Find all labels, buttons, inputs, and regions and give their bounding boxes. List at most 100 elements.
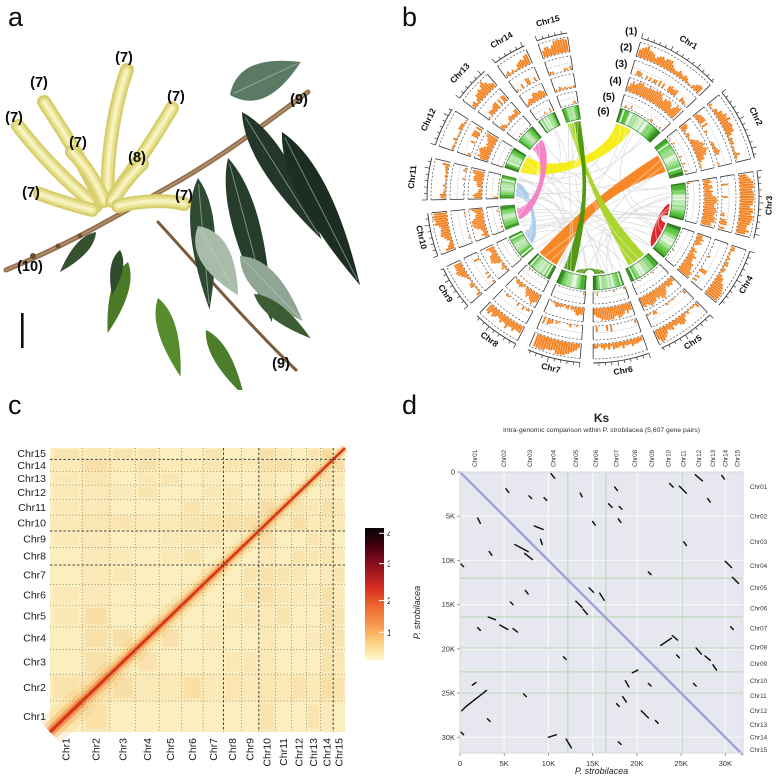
heat-ring-slice <box>546 265 555 279</box>
histogram-bar <box>537 90 543 99</box>
histogram-bar <box>478 148 491 155</box>
heat-ring-slice <box>656 242 669 253</box>
heat-ring-slice <box>501 208 516 214</box>
track-edge <box>498 269 510 280</box>
heat-ring-slice <box>508 155 523 164</box>
heat-ring-slice <box>573 105 578 120</box>
leaf <box>110 250 124 296</box>
histogram-bar <box>490 82 496 88</box>
histogram-bar <box>635 70 640 76</box>
histogram-bar <box>526 77 532 85</box>
heatmap-smudge <box>53 532 79 546</box>
synteny-segment <box>460 563 465 568</box>
histogram-bar <box>679 266 691 276</box>
bud <box>30 253 36 259</box>
ribbon-streak <box>517 142 540 217</box>
track-edge <box>584 291 586 304</box>
track-border <box>664 227 684 260</box>
histogram-bar <box>631 84 636 93</box>
heat-ring-slice <box>624 111 632 126</box>
histogram-bar <box>715 110 723 117</box>
track-edge <box>517 264 527 274</box>
histogram-bar <box>690 139 699 145</box>
heat-ring-slice <box>671 203 686 207</box>
histogram-bar <box>454 264 463 270</box>
histogram-bar <box>443 235 452 239</box>
histogram-bar <box>684 169 688 172</box>
histogram-bar <box>480 88 488 96</box>
histogram-bar <box>577 307 580 316</box>
panel-d-label: d <box>402 390 418 420</box>
histogram-bar <box>447 243 454 248</box>
heat-ring-slice <box>661 150 675 159</box>
x-tick-label: 5K <box>500 759 509 768</box>
y-axis-label: Chr6 <box>23 589 46 601</box>
histogram-bar <box>668 64 675 72</box>
track-edge <box>682 227 695 233</box>
histogram-bar <box>731 146 735 150</box>
histogram-bar <box>490 249 496 254</box>
histogram-bar <box>691 305 694 309</box>
track-border <box>715 249 747 303</box>
x-axis-label: Chr2 <box>91 738 103 761</box>
right-chromosome-label: Chr07 <box>750 626 768 633</box>
heat-ring-slice <box>610 273 616 288</box>
ruler-tick <box>749 140 753 143</box>
histogram-bar <box>529 292 538 305</box>
heatmap-band <box>320 448 334 732</box>
leaf <box>205 330 244 390</box>
heat-ring-slice <box>501 178 516 183</box>
heat-ring-border <box>616 121 651 143</box>
track-edge <box>536 315 543 329</box>
histogram-bar <box>508 118 512 122</box>
ribbon-streak <box>570 123 640 260</box>
heat-ring-slice <box>617 108 624 123</box>
x-axis-label: Chr5 <box>165 738 177 761</box>
heatmap-smudge <box>308 501 319 514</box>
heat-ring-slice <box>583 275 587 290</box>
histogram-bar <box>554 40 560 54</box>
track-guide <box>522 269 546 287</box>
heat-ring-slice <box>501 211 516 217</box>
histogram-bar <box>498 314 506 323</box>
histogram-bar <box>660 100 669 110</box>
chart-title: Ks <box>594 411 610 425</box>
ruler-tick <box>520 42 523 47</box>
heat-ring-slice <box>626 267 635 282</box>
histogram-bar <box>476 126 483 132</box>
synteny-segment <box>729 626 735 631</box>
track-edge <box>486 205 499 208</box>
y-axis-label: Chr5 <box>23 611 46 623</box>
track-guide <box>594 325 638 334</box>
track-border <box>516 79 540 94</box>
histogram-bar <box>472 171 484 176</box>
histogram-bar <box>716 112 724 119</box>
track-border <box>527 95 548 108</box>
top-chromosome-label: Chr05 <box>573 449 580 467</box>
heat-ring-border <box>669 184 673 217</box>
track-edge <box>519 95 528 108</box>
heat-ring-slice <box>618 109 626 123</box>
ruler-tick <box>515 46 518 50</box>
histogram-bar <box>486 305 495 315</box>
track-guide <box>497 144 508 165</box>
track-edge <box>497 65 507 79</box>
plant-photo <box>3 60 361 390</box>
histogram-bar <box>549 71 552 75</box>
track-edge <box>506 132 517 141</box>
background-chord <box>571 122 604 274</box>
heat-ring-slice <box>657 241 670 251</box>
synteny-segment <box>465 689 488 708</box>
histogram-bar <box>460 272 468 278</box>
histogram-bar <box>692 304 696 307</box>
heat-ring-border <box>631 262 659 283</box>
track-guide <box>649 294 689 321</box>
histogram-bar <box>560 303 563 308</box>
histogram-bar <box>719 271 722 274</box>
histogram-bar <box>490 256 500 264</box>
histogram-bar <box>639 336 643 341</box>
histogram-bar <box>703 213 714 217</box>
track-edge <box>471 167 486 172</box>
heatmap-smudge <box>334 652 344 672</box>
track-edge <box>579 343 582 359</box>
